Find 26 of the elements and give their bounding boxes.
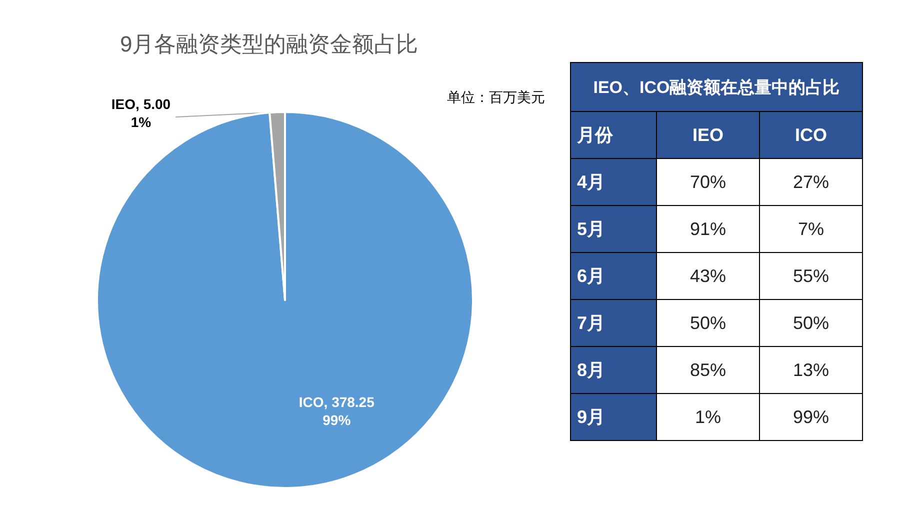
y-axis-title: 月份 [570, 112, 656, 158]
text: 单位：百万美元 [447, 89, 545, 105]
slice-label: ICO, 378.25 99% [298, 394, 375, 428]
data-label: 91% [656, 206, 760, 252]
y-tick-label: 7月 [570, 300, 656, 346]
y-tick-label: 4月 [570, 158, 656, 206]
data-label: 99% [760, 394, 862, 440]
chart-title: 9月各融资类型的融资金额占比 [120, 32, 418, 56]
data-label: 70% [656, 158, 760, 206]
slice-label: IEO, 5.00 1% [111, 96, 171, 130]
data-label: 43% [656, 252, 760, 300]
y-tick-label: 8月 [570, 346, 656, 394]
x-tick-label: ICO [760, 112, 862, 158]
x-tick-label: IEO [656, 112, 760, 158]
data-label: 85% [656, 346, 760, 394]
data-label: 27% [760, 158, 862, 206]
y-tick-label: 5月 [570, 206, 656, 252]
data-label: 50% [656, 300, 760, 346]
data-label: 55% [760, 252, 862, 300]
data-label: 13% [760, 346, 862, 394]
data-label: 1% [656, 394, 760, 440]
y-tick-label: 6月 [570, 252, 656, 300]
chart-title: IEO、ICO融资额在总量中的占比 [570, 62, 862, 112]
data-label: 50% [760, 300, 862, 346]
data-label: 7% [760, 206, 862, 252]
y-tick-label: 9月 [570, 394, 656, 440]
